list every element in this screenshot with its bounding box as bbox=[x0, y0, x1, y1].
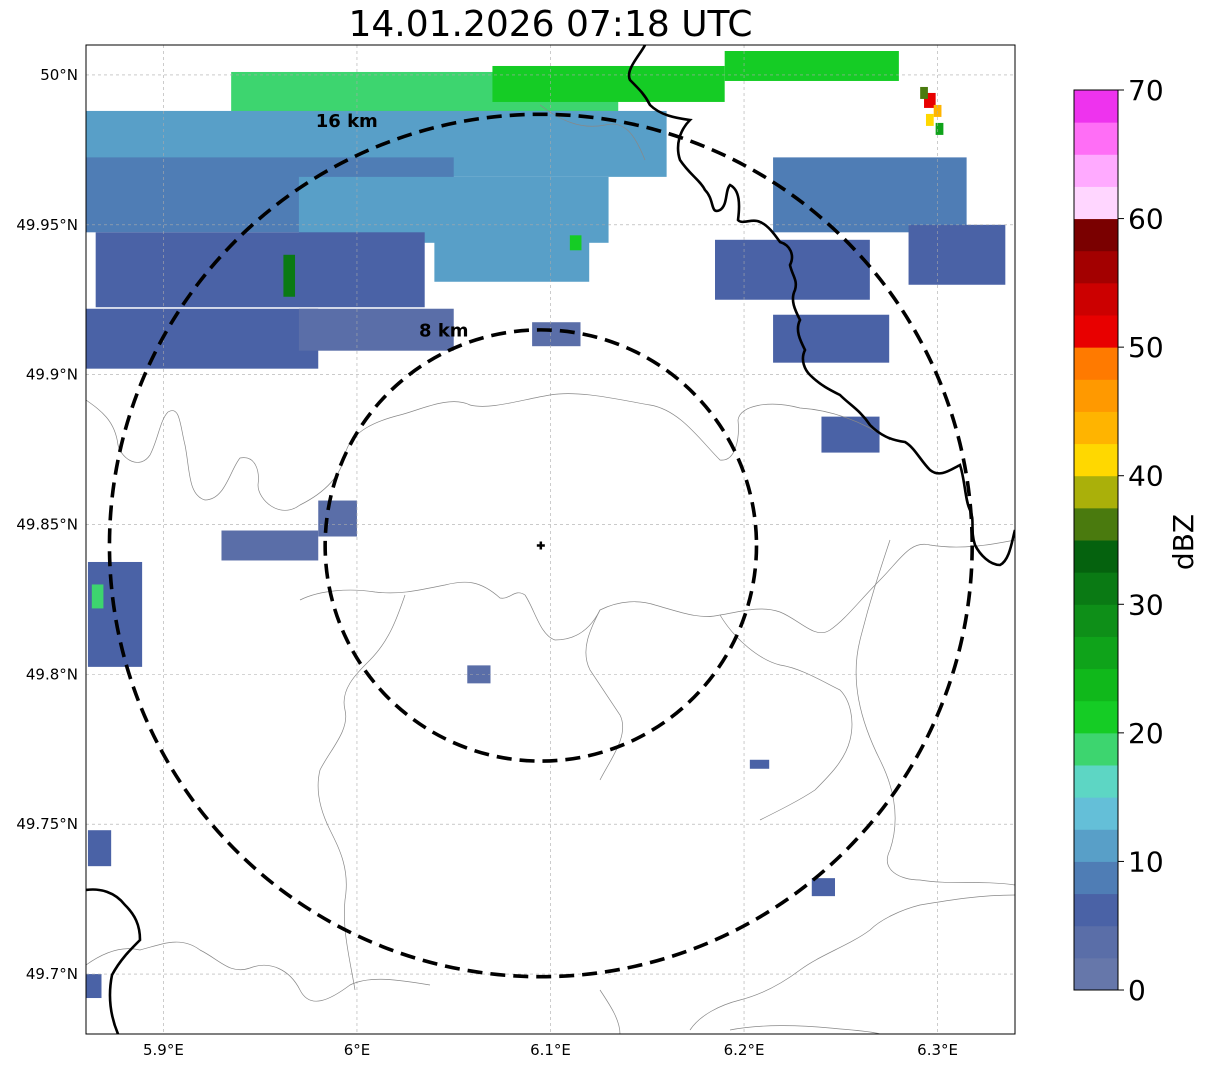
map-panel: 16 km 8 km bbox=[85, 44, 1016, 1035]
range-ring-8km bbox=[323, 328, 759, 763]
lat-tick-label: 49.7°N bbox=[26, 965, 78, 983]
colorbar-tick-label: 50 bbox=[1128, 331, 1164, 364]
colorbar-tick-label: 20 bbox=[1128, 717, 1164, 750]
colorbar-ticks: 0 10 20 30 40 50 60 70 bbox=[1118, 74, 1164, 1007]
lon-tick-label: 6.3°E bbox=[917, 1041, 958, 1059]
echo-cell bbox=[569, 235, 582, 251]
echo-cell bbox=[933, 104, 942, 117]
colorbar-segment bbox=[1074, 668, 1118, 702]
echo-cell bbox=[91, 584, 104, 609]
map-frame bbox=[85, 44, 1016, 1035]
range-ring-16km bbox=[107, 112, 974, 979]
colorbar-segment bbox=[1074, 925, 1118, 959]
range-rings bbox=[107, 112, 974, 979]
colorbar-segment bbox=[1074, 957, 1118, 991]
range-ring-label-8km: 8 km bbox=[419, 320, 469, 341]
echo-cell bbox=[724, 50, 899, 81]
lat-tick-label: 49.9°N bbox=[26, 366, 78, 384]
echo-cell bbox=[298, 308, 454, 351]
colorbar-segment bbox=[1074, 154, 1118, 187]
colorbar-segment bbox=[1074, 572, 1118, 605]
colorbar-tick-label: 60 bbox=[1128, 203, 1164, 236]
admin-boundaries bbox=[86, 104, 1015, 1034]
colorbar-segment bbox=[1074, 829, 1118, 862]
echo-cell bbox=[221, 530, 319, 561]
colorbar-segment bbox=[1074, 700, 1118, 734]
echo-cell bbox=[95, 232, 425, 308]
colorbar: 0 10 20 30 40 50 60 70 dBZ bbox=[1073, 74, 1200, 1007]
national-border bbox=[86, 45, 1015, 1034]
colorbar-segment bbox=[1074, 893, 1118, 927]
colorbar-segment bbox=[1074, 540, 1118, 573]
colorbar-segment bbox=[1074, 315, 1118, 348]
colorbar-segment bbox=[1074, 186, 1118, 220]
echo-cell bbox=[87, 561, 143, 667]
colorbar-segment bbox=[1074, 411, 1118, 445]
latitude-tick-labels: 50°N 49.95°N 49.9°N 49.85°N 49.8°N 49.75°N 49.… bbox=[16, 66, 78, 983]
colorbar-segment bbox=[1074, 861, 1118, 895]
colorbar-label: dBZ bbox=[1167, 514, 1200, 570]
echo-cell bbox=[773, 157, 967, 233]
lon-tick-label: 6.2°E bbox=[724, 1041, 765, 1059]
colorbar-tick-label: 70 bbox=[1128, 74, 1164, 107]
echo-cell bbox=[924, 92, 936, 108]
reflectivity-echoes bbox=[86, 50, 1006, 999]
echo-cell bbox=[87, 830, 112, 867]
colorbar-segment bbox=[1074, 282, 1118, 316]
colorbar-segments bbox=[1074, 90, 1118, 991]
lat-tick-label: 49.95°N bbox=[16, 216, 78, 234]
colorbar-segment bbox=[1074, 250, 1118, 284]
map-title: 14.01.2026 07:18 UTC bbox=[348, 4, 753, 45]
lat-tick-label: 49.85°N bbox=[16, 516, 78, 534]
lat-tick-label: 49.75°N bbox=[16, 815, 78, 833]
colorbar-tick-label: 0 bbox=[1128, 974, 1146, 1007]
colorbar-tick-label: 40 bbox=[1128, 460, 1164, 493]
echo-cell bbox=[532, 322, 581, 347]
colorbar-frame bbox=[1073, 89, 1119, 991]
lon-tick-label: 5.9°E bbox=[143, 1041, 184, 1059]
echo-cell bbox=[749, 759, 770, 769]
lon-tick-label: 6.1°E bbox=[530, 1041, 571, 1059]
echo-cell bbox=[908, 224, 1006, 285]
echo-cell bbox=[811, 878, 836, 897]
lat-tick-label: 49.8°N bbox=[26, 665, 78, 683]
colorbar-segment bbox=[1074, 507, 1118, 541]
echo-cell bbox=[86, 974, 102, 999]
colorbar-segment bbox=[1074, 379, 1118, 412]
echo-cell bbox=[935, 122, 944, 135]
echo-cell bbox=[434, 227, 590, 282]
colorbar-tick-label: 10 bbox=[1128, 845, 1164, 878]
longitude-tick-labels: 5.9°E 6°E 6.1°E 6.2°E 6.3°E bbox=[143, 1041, 958, 1059]
echo-cell bbox=[920, 86, 928, 99]
lon-tick-label: 6°E bbox=[344, 1041, 371, 1059]
colorbar-segment bbox=[1074, 347, 1118, 380]
lat-tick-label: 50°N bbox=[40, 66, 78, 84]
colorbar-tick-label: 30 bbox=[1128, 588, 1164, 621]
colorbar-segment bbox=[1074, 475, 1118, 509]
colorbar-segment bbox=[1074, 797, 1118, 830]
echo-cell bbox=[821, 416, 880, 453]
echo-cell bbox=[773, 314, 890, 363]
echo-cell bbox=[925, 113, 934, 126]
colorbar-segment bbox=[1074, 90, 1118, 123]
range-ring-label-16km: 16 km bbox=[316, 111, 378, 132]
colorbar-segment bbox=[1074, 443, 1118, 477]
colorbar-segment bbox=[1074, 218, 1118, 252]
echo-cell bbox=[86, 308, 319, 369]
echo-cell bbox=[283, 254, 296, 297]
colorbar-segment bbox=[1074, 732, 1118, 766]
colorbar-segment bbox=[1074, 765, 1118, 798]
colorbar-segment bbox=[1074, 604, 1118, 637]
colorbar-segment bbox=[1074, 636, 1118, 670]
graticule bbox=[86, 45, 1015, 1034]
radar-site-marker bbox=[536, 541, 545, 550]
echo-cell bbox=[492, 65, 725, 102]
colorbar-segment bbox=[1074, 122, 1118, 155]
